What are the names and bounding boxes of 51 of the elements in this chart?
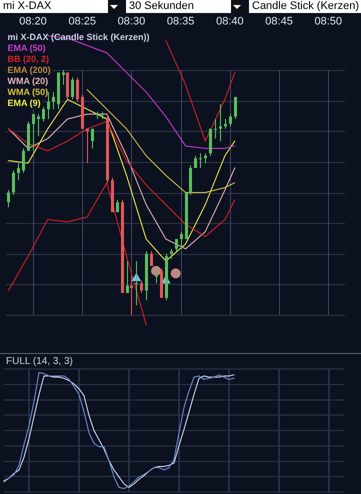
candlestick bbox=[96, 111, 99, 120]
x-tick-label: 08:35 bbox=[166, 16, 194, 28]
candlestick bbox=[214, 118, 217, 140]
candlestick bbox=[7, 190, 10, 208]
text: WMA (20) bbox=[8, 76, 48, 86]
text: Candle Stick (Kerzen) bbox=[249, 0, 361, 13]
candlestick bbox=[47, 92, 50, 120]
x-tick-label: 08:25 bbox=[68, 16, 96, 28]
candlestick bbox=[224, 118, 227, 130]
x-tick-label: 08:45 bbox=[265, 16, 293, 28]
text: BB (20, 2) bbox=[8, 54, 50, 64]
candlestick bbox=[17, 162, 20, 181]
series-label: EMA (50) bbox=[8, 42, 46, 53]
candlestick bbox=[62, 70, 65, 86]
candlestick bbox=[86, 128, 89, 164]
candlestick bbox=[150, 250, 153, 266]
candlestick bbox=[32, 114, 35, 152]
x-tick-label: 08:20 bbox=[19, 16, 47, 28]
candlestick bbox=[37, 114, 40, 137]
candlestick bbox=[180, 231, 183, 250]
x-tick-label: 08:50 bbox=[314, 16, 342, 28]
candlestick bbox=[194, 155, 197, 168]
text: 30 Sekunden bbox=[126, 0, 231, 13]
candlestick bbox=[22, 148, 25, 174]
candlestick bbox=[155, 268, 158, 284]
legend-label: EMA (200) bbox=[8, 64, 51, 75]
x-tick-label: 08:30 bbox=[118, 16, 146, 28]
candlestick bbox=[76, 76, 79, 102]
text: mi X-DAX bbox=[0, 0, 108, 13]
candlestick bbox=[42, 106, 45, 122]
candlestick bbox=[116, 199, 119, 213]
candlestick bbox=[101, 111, 104, 120]
x-tick-label: 08:40 bbox=[216, 16, 244, 28]
candlestick bbox=[71, 76, 74, 100]
candlestick bbox=[91, 128, 94, 149]
point bbox=[170, 268, 181, 278]
candlestick bbox=[170, 248, 173, 260]
text: WMA (50) bbox=[8, 86, 48, 97]
candlestick bbox=[234, 96, 237, 120]
chart-title: FULL (14, 3, 3) bbox=[6, 356, 73, 367]
series-label: EMA (9) bbox=[8, 98, 41, 108]
candlestick bbox=[175, 238, 178, 252]
candlestick bbox=[126, 260, 129, 294]
candlestick bbox=[135, 260, 138, 306]
candlestick bbox=[140, 280, 143, 294]
candlestick bbox=[130, 275, 133, 316]
candlestick bbox=[12, 170, 15, 196]
candlestick bbox=[52, 92, 55, 110]
candlestick bbox=[199, 152, 202, 168]
candlestick bbox=[229, 114, 232, 127]
candlestick bbox=[219, 104, 222, 142]
